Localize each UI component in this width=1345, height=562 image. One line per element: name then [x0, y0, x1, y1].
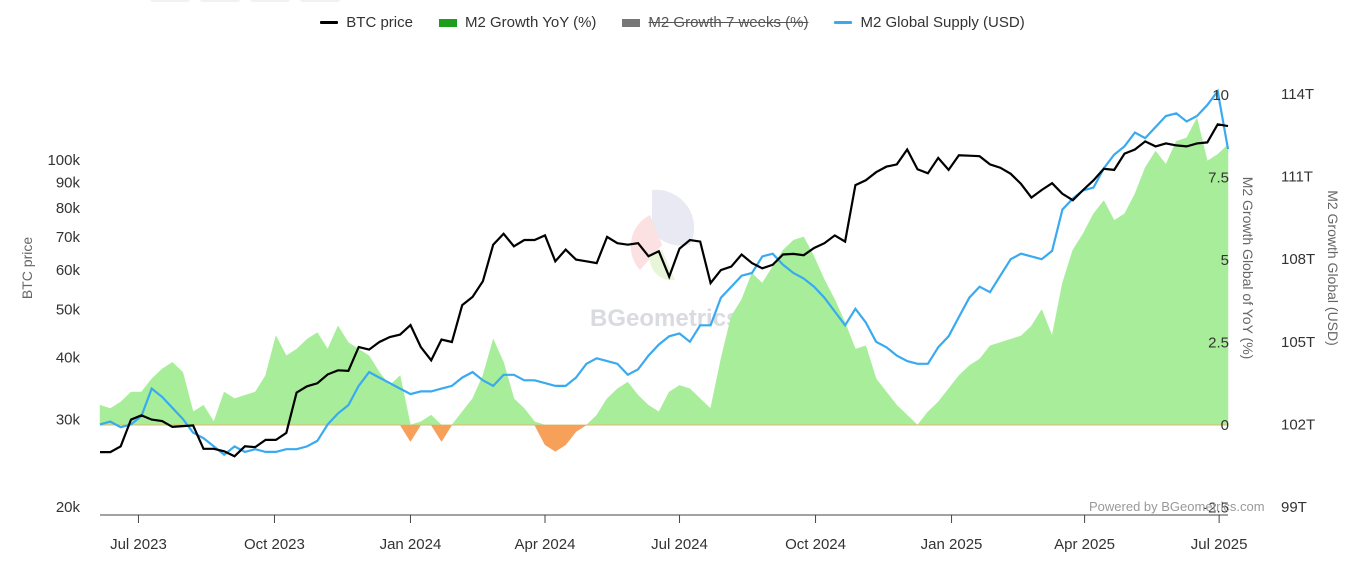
btc-price-path [100, 123, 1229, 458]
btc-axis-title: BTC price [19, 237, 35, 299]
growth-axis-tick-label: 10 [1212, 87, 1229, 104]
toolbar-button[interactable] [200, 0, 240, 2]
btc-axis-tick-label: 100k [47, 152, 80, 169]
growth-axis-tick-label: -2.5 [1203, 500, 1229, 517]
toolbar-button[interactable] [150, 0, 190, 2]
m2-supply-axis: 99T 102T 105T 108T 111T 114T M2 Growth Global … [1281, 86, 1341, 516]
m2-growth-axis: -2.5 0 2.5 5 7.5 10 M2 Growth Global of YoY (%… [1203, 87, 1256, 517]
x-tick-label: Apr 2024 [515, 536, 576, 553]
x-tick-label: Jul 2025 [1191, 536, 1248, 553]
growth-axis-title: M2 Growth Global of YoY (%) [1240, 177, 1256, 360]
legend-label: M2 Growth 7 weeks (%) [648, 14, 809, 31]
btc-price-axis: 20k 30k 40k 50k 60k 70k 80k 90k 100k BTC price [19, 152, 80, 516]
growth-axis-tick-label: 7.5 [1208, 170, 1229, 187]
x-tick-label: Jan 2025 [921, 536, 983, 553]
x-axis: Jul 2023 Oct 2023 Jan 2024 Apr 2024 Jul 2024… [100, 514, 1248, 553]
toolbar-button[interactable] [250, 0, 290, 2]
btc-axis-tick-label: 20k [56, 499, 81, 516]
legend-item-m2-global-supply[interactable]: M2 Global Supply (USD) [834, 14, 1025, 31]
x-tick-label: Oct 2023 [244, 536, 305, 553]
growth-axis-tick-label: 0 [1221, 417, 1229, 434]
x-tick-label: Jan 2024 [380, 536, 442, 553]
btc-axis-tick-label: 70k [56, 229, 81, 246]
m2-growth-negative-area [100, 424, 1228, 452]
supply-axis-tick-label: 102T [1281, 416, 1315, 433]
growth-axis-tick-label: 2.5 [1208, 335, 1229, 352]
toolbar-button[interactable] [300, 0, 340, 2]
btc-axis-tick-label: 60k [56, 262, 81, 279]
legend-item-m2-growth-7-weeks[interactable]: M2 Growth 7 weeks (%) [622, 14, 808, 31]
supply-axis-tick-label: 105T [1281, 334, 1315, 351]
legend-swatch [438, 18, 457, 27]
legend-label: M2 Growth YoY (%) [464, 14, 597, 31]
supply-axis-title: M2 Growth Global (USD) [1325, 190, 1341, 346]
growth-axis-tick-label: 5 [1221, 252, 1229, 269]
chart-legend: BTC price M2 Growth YoY (%) M2 Growth 7 … [0, 14, 1345, 31]
legend-item-m2-growth-yoy[interactable]: M2 Growth YoY (%) [438, 14, 597, 31]
x-tick-label: Jul 2023 [110, 536, 167, 553]
legend-label: M2 Global Supply (USD) [860, 14, 1025, 31]
btc-axis-tick-label: 30k [56, 412, 81, 429]
legend-swatch [834, 21, 853, 24]
btc-axis-tick-label: 40k [56, 350, 81, 367]
m2-growth-yoy-area [99, 117, 1229, 452]
btc-axis-tick-label: 80k [56, 200, 81, 217]
powered-by-credit: Powered by BGeometrics.com [1089, 499, 1265, 514]
m2-global-supply-path [99, 88, 1230, 457]
btc-axis-tick-label: 90k [56, 175, 81, 192]
supply-axis-tick-label: 111T [1281, 169, 1313, 186]
btc-axis-tick-label: 50k [56, 301, 81, 318]
x-tick-label: Apr 2025 [1054, 536, 1115, 553]
btc-price-line [100, 123, 1229, 458]
legend-swatch [622, 18, 641, 27]
watermark-text: BGeometrics [590, 305, 739, 332]
legend-swatch [320, 21, 339, 24]
m2-global-supply-line [99, 88, 1230, 457]
m2-growth-positive-area [99, 117, 1229, 426]
x-tick-label: Jul 2024 [651, 536, 708, 553]
supply-axis-tick-label: 108T [1281, 251, 1315, 268]
supply-axis-tick-label: 99T [1281, 499, 1307, 516]
x-tick-label: Oct 2024 [785, 536, 846, 553]
supply-axis-tick-label: 114T [1281, 86, 1314, 103]
legend-item-btc-price[interactable]: BTC price [320, 14, 413, 31]
legend-label: BTC price [346, 14, 413, 31]
